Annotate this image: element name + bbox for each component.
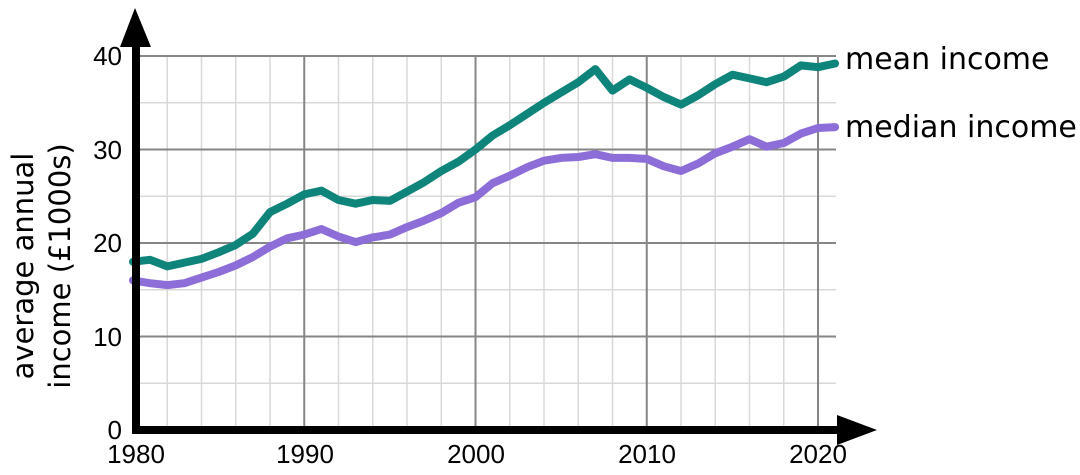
x-tick-label-1980: 1980 [107,439,165,469]
legend-label-mean-income: mean income [845,42,1050,77]
x-axis-arrowhead [837,415,877,445]
y-tick-label-20: 20 [93,228,122,258]
y-axis-arrowhead [120,8,151,47]
y-axis-title-line2: income (£1000s) [43,143,77,389]
legend-label-median-income: median income [845,110,1077,145]
y-tick-label-0: 0 [107,415,122,445]
x-tick-label-2010: 2010 [618,439,676,469]
series-line-median-income [129,123,840,290]
y-axis-title: average annual income (£1000s) [5,130,79,402]
y-tick-label-30: 30 [93,135,122,165]
y-tick-label-10: 10 [93,322,122,352]
x-tick-label-1990: 1990 [276,439,334,469]
y-tick-label-40: 40 [93,41,122,71]
series-line-mean-income [129,59,840,271]
y-axis-title-line1: average annual [6,152,40,380]
x-tick-label-2000: 2000 [447,439,505,469]
x-tick-label-2020: 2020 [789,439,847,469]
